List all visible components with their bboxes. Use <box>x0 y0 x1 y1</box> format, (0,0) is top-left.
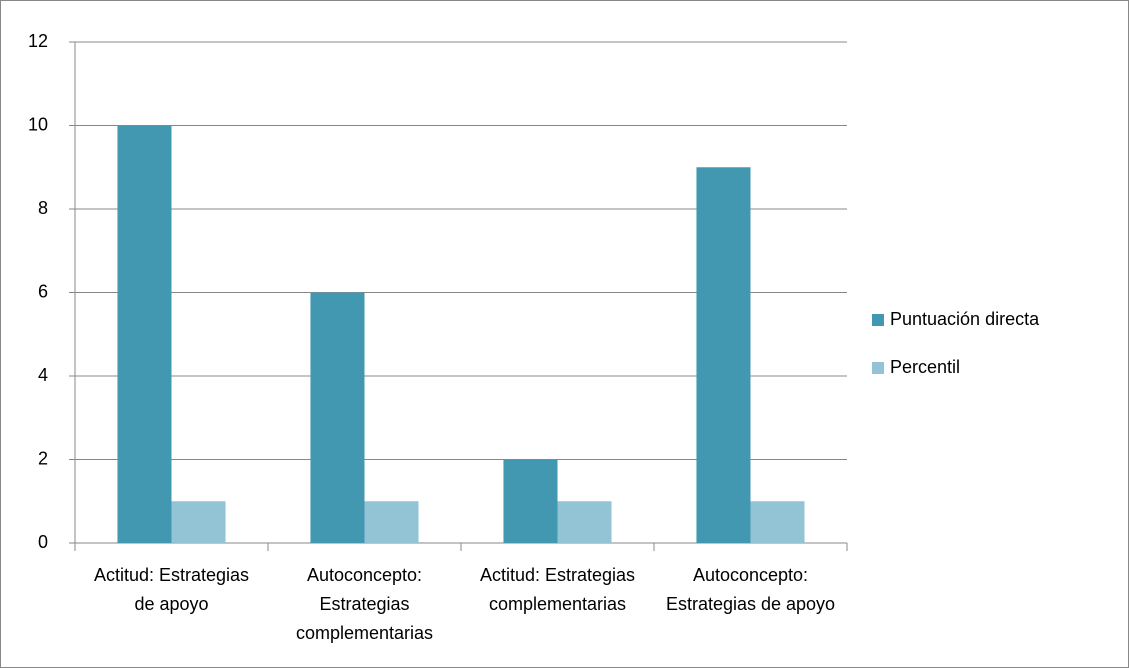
bar <box>503 459 558 543</box>
legend-swatch <box>872 362 884 374</box>
bar <box>557 501 612 543</box>
bar <box>364 501 419 543</box>
bar <box>310 292 365 543</box>
x-tick-label: Actitud: Estrategias de apoyo <box>93 565 250 614</box>
x-tick-label: Autoconcepto: Estrategias de apoyo <box>665 565 836 614</box>
bar <box>117 125 172 543</box>
y-tick-label: 10 <box>28 114 48 134</box>
y-tick-label: 2 <box>38 448 48 468</box>
bar <box>171 501 226 543</box>
legend-label: Percentil <box>890 357 960 377</box>
legend-label: Puntuación directa <box>890 309 1040 329</box>
y-tick-label: 4 <box>38 365 48 385</box>
bar <box>696 167 751 543</box>
legend-swatch <box>872 314 884 326</box>
y-tick-label: 8 <box>38 198 48 218</box>
x-tick-label: Actitud: Estrategias complementarias <box>479 565 636 614</box>
y-tick-label: 0 <box>38 532 48 552</box>
y-tick-label: 12 <box>28 31 48 51</box>
y-tick-label: 6 <box>38 281 48 301</box>
x-tick-label: Autoconcepto: Estrategias complementaria… <box>295 565 434 643</box>
bar <box>750 501 805 543</box>
